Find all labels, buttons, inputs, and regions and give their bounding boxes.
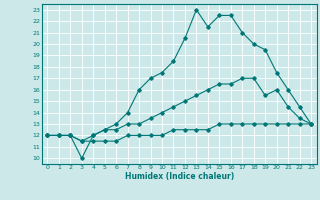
- X-axis label: Humidex (Indice chaleur): Humidex (Indice chaleur): [124, 172, 234, 181]
